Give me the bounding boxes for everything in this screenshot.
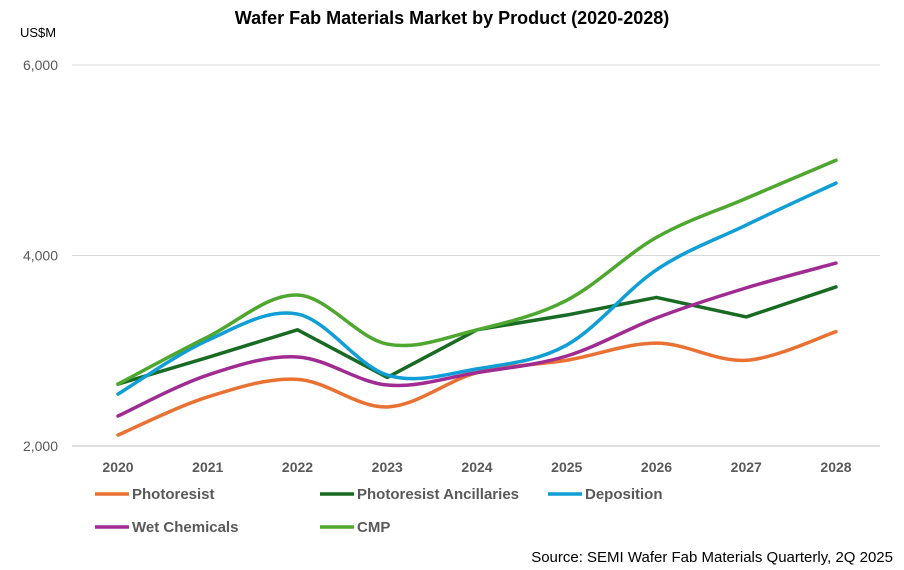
x-tick-label: 2027 bbox=[731, 459, 762, 475]
legend-item: Photoresist bbox=[95, 486, 215, 503]
y-tick-label: 6,000 bbox=[23, 57, 58, 73]
legend-item: Wet Chemicals bbox=[95, 519, 238, 536]
x-tick-label: 2028 bbox=[820, 459, 851, 475]
source-note: Source: SEMI Wafer Fab Materials Quarter… bbox=[531, 549, 893, 566]
series-line-photoresist bbox=[116, 329, 838, 437]
series-line-cmp bbox=[116, 158, 838, 386]
x-tick-label: 2023 bbox=[372, 459, 403, 475]
series-line-deposition bbox=[116, 181, 838, 396]
y-tick-label: 2,000 bbox=[23, 438, 58, 454]
chart-title: Wafer Fab Materials Market by Product (2… bbox=[235, 8, 670, 28]
x-tick-label: 2020 bbox=[102, 459, 133, 475]
y-tick-label: 4,000 bbox=[23, 248, 58, 264]
y-axis-label: US$M bbox=[20, 25, 56, 40]
x-tick-label: 2022 bbox=[282, 459, 313, 475]
series-line-wet-chemicals bbox=[116, 261, 838, 418]
legend-label: Deposition bbox=[585, 486, 663, 503]
x-tick-label: 2025 bbox=[551, 459, 582, 475]
x-tick-label: 2026 bbox=[641, 459, 672, 475]
legend-label: Wet Chemicals bbox=[132, 519, 238, 536]
legend-item: Photoresist Ancillaries bbox=[320, 486, 519, 503]
x-tick-label: 2021 bbox=[192, 459, 223, 475]
legend-label: Photoresist Ancillaries bbox=[357, 486, 519, 503]
legend-item: CMP bbox=[320, 519, 390, 536]
legend-item: Deposition bbox=[548, 486, 663, 503]
x-tick-label: 2024 bbox=[461, 459, 492, 475]
legend-label: Photoresist bbox=[132, 486, 215, 503]
legend-label: CMP bbox=[357, 519, 390, 536]
